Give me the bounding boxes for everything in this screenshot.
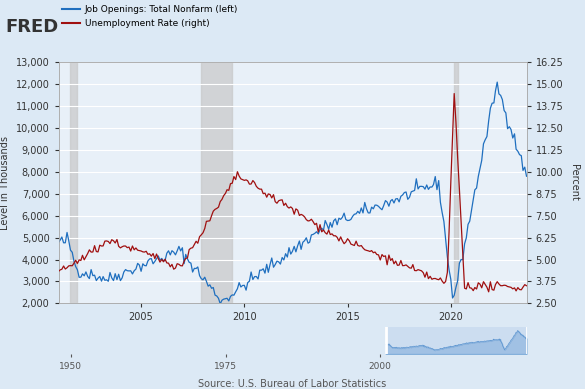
Bar <box>386 327 526 354</box>
Y-axis label: Percent: Percent <box>569 165 579 201</box>
Bar <box>70 62 77 303</box>
Bar <box>454 62 457 303</box>
Bar <box>386 327 526 354</box>
Text: Source: U.S. Bureau of Labor Statistics: Source: U.S. Bureau of Labor Statistics <box>198 379 387 389</box>
Bar <box>201 62 232 303</box>
Text: FRED: FRED <box>6 18 59 35</box>
Y-axis label: Level in Thousands: Level in Thousands <box>0 136 10 230</box>
Legend: Job Openings: Total Nonfarm (left), Unemployment Rate (right): Job Openings: Total Nonfarm (left), Unem… <box>58 2 242 32</box>
